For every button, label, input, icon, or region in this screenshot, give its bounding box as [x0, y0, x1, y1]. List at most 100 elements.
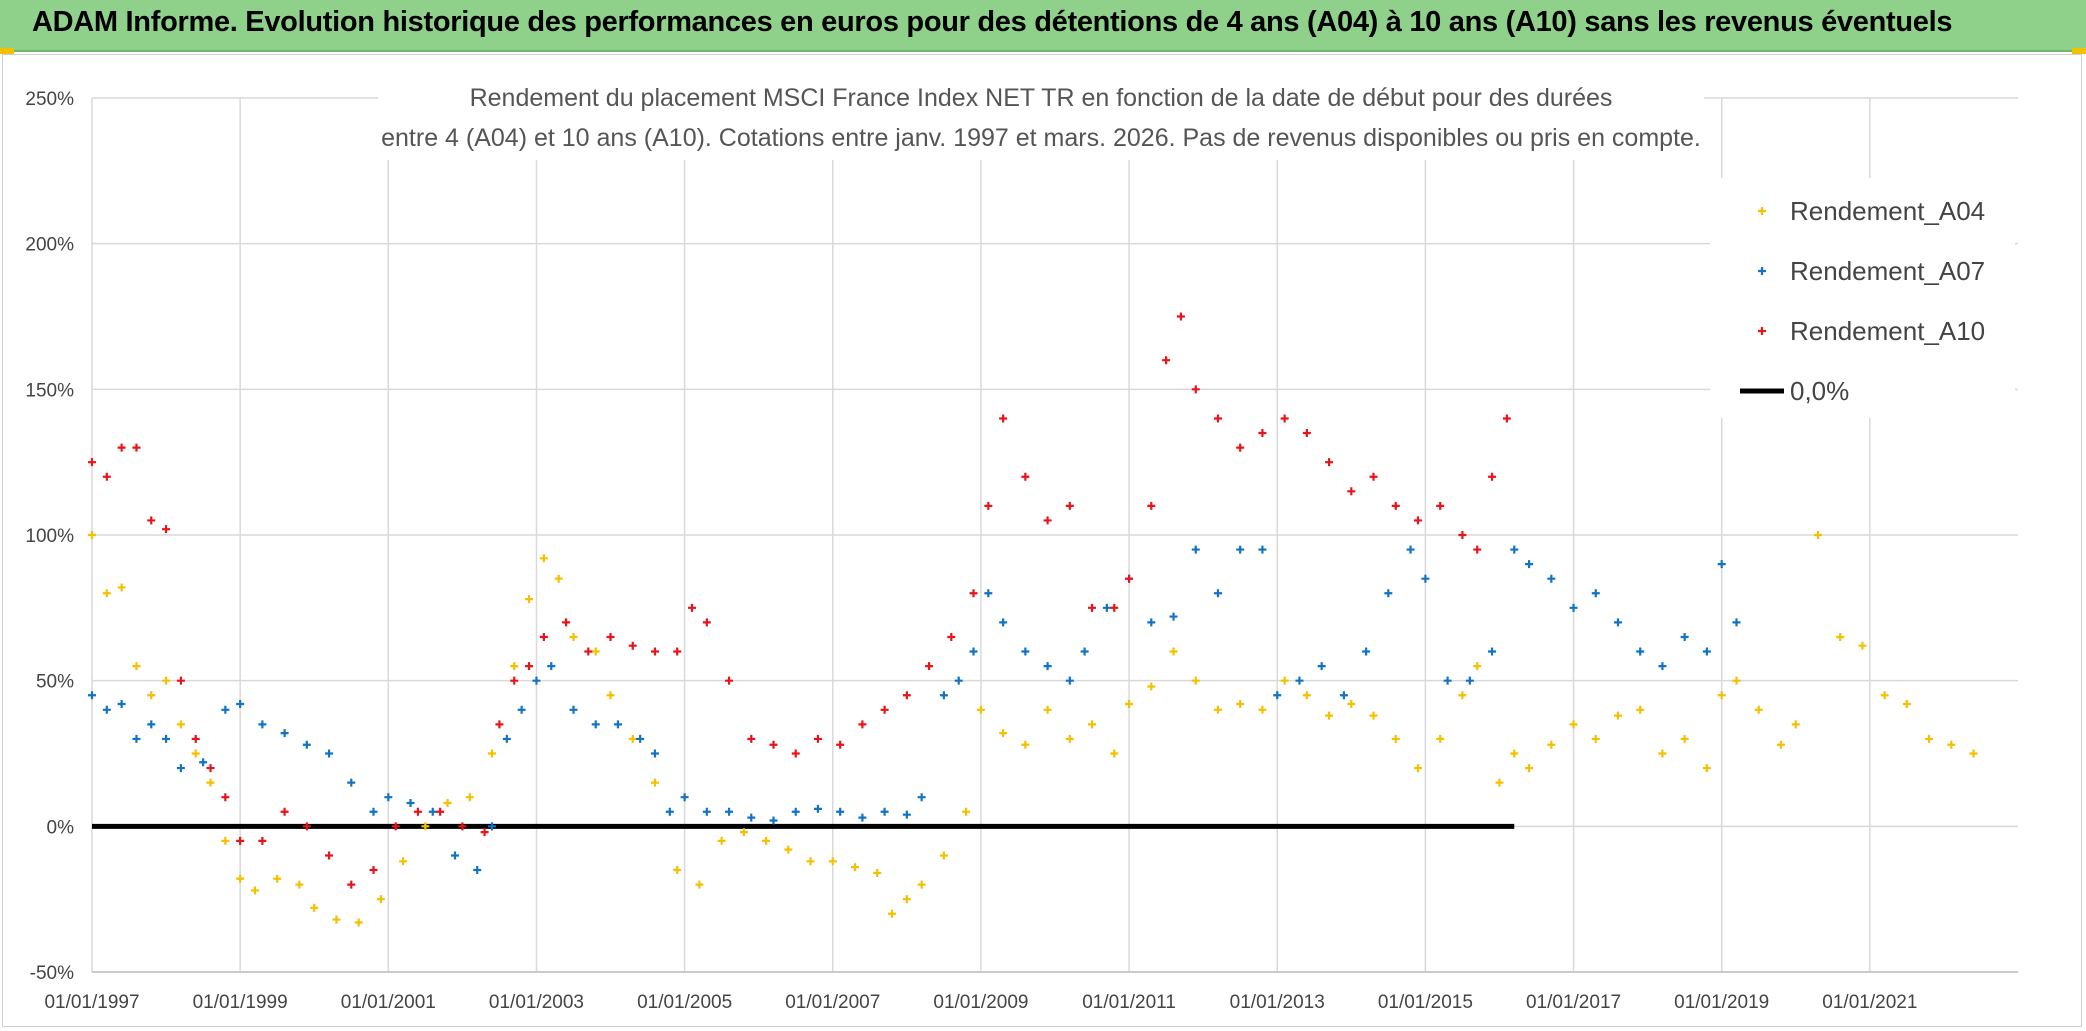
- banner-title: ADAM Informe. Evolution historique des p…: [32, 6, 1953, 38]
- data-point: [1413, 516, 1422, 525]
- data-point: [221, 793, 230, 802]
- data-point: [1088, 720, 1097, 729]
- data-point: [199, 758, 208, 767]
- data-point: [458, 822, 467, 831]
- y-tick-label: 200%: [25, 235, 74, 256]
- data-point: [828, 857, 837, 866]
- series-rendement_a07: [88, 545, 1741, 875]
- data-point: [739, 828, 748, 837]
- data-point: [1258, 545, 1267, 554]
- data-point: [1065, 501, 1074, 510]
- data-point: [836, 740, 845, 749]
- data-point: [132, 734, 141, 743]
- y-tick-label: 0%: [47, 817, 75, 838]
- data-point: [665, 807, 674, 816]
- data-point: [606, 632, 615, 641]
- data-point: [1421, 574, 1430, 583]
- y-tick-label: 50%: [36, 672, 74, 693]
- data-point: [858, 813, 867, 822]
- x-tick-label: 01/01/2007: [785, 992, 880, 1013]
- data-point: [1776, 740, 1785, 749]
- data-point: [1858, 641, 1867, 650]
- data-point: [1391, 734, 1400, 743]
- data-point: [1458, 691, 1467, 700]
- data-point: [1043, 516, 1052, 525]
- data-point: [1213, 414, 1222, 423]
- data-point: [836, 807, 845, 816]
- data-point: [102, 589, 111, 598]
- y-tick-label: 150%: [25, 380, 74, 401]
- data-point: [258, 836, 267, 845]
- data-point: [1273, 691, 1282, 700]
- data-point: [725, 676, 734, 685]
- data-point: [939, 851, 948, 860]
- data-point: [176, 676, 185, 685]
- legend-background: [1710, 178, 2015, 418]
- data-point: [510, 662, 519, 671]
- data-point: [325, 851, 334, 860]
- data-point: [1591, 589, 1600, 598]
- data-point: [1702, 647, 1711, 656]
- data-point: [132, 662, 141, 671]
- data-point: [1080, 647, 1089, 656]
- data-point: [347, 778, 356, 787]
- data-point: [1236, 545, 1245, 554]
- data-point: [591, 647, 600, 656]
- data-point: [1436, 734, 1445, 743]
- data-point: [102, 705, 111, 714]
- data-point: [1902, 699, 1911, 708]
- data-point: [1473, 662, 1482, 671]
- legend-label: Rendement_A10: [1790, 316, 1985, 346]
- chart-title-line2: entre 4 (A04) et 10 ans (A10). Cotations…: [381, 124, 1701, 152]
- data-point: [1236, 699, 1245, 708]
- x-tick-label: 01/01/2017: [1526, 992, 1621, 1013]
- data-point: [102, 472, 111, 481]
- data-point: [1043, 662, 1052, 671]
- data-point: [1325, 711, 1334, 720]
- data-point: [673, 647, 682, 656]
- data-point: [1325, 458, 1334, 467]
- data-point: [206, 778, 215, 787]
- gridlines: [91, 97, 2018, 973]
- data-point: [1191, 676, 1200, 685]
- data-point: [250, 886, 259, 895]
- data-point: [450, 851, 459, 860]
- data-point: [258, 720, 267, 729]
- data-point: [1510, 749, 1519, 758]
- data-point: [132, 443, 141, 452]
- data-point: [1021, 472, 1030, 481]
- data-point: [465, 793, 474, 802]
- data-point: [1369, 711, 1378, 720]
- data-point: [1510, 545, 1519, 554]
- data-point: [488, 822, 497, 831]
- data-point: [650, 778, 659, 787]
- data-point: [999, 729, 1008, 738]
- data-point: [873, 868, 882, 877]
- data-point: [1436, 501, 1445, 510]
- data-point: [1406, 545, 1415, 554]
- data-point: [176, 764, 185, 773]
- data-point: [369, 807, 378, 816]
- data-point: [517, 705, 526, 714]
- data-point: [502, 734, 511, 743]
- data-point: [428, 807, 437, 816]
- data-point: [769, 816, 778, 825]
- data-point: [1413, 764, 1422, 773]
- data-point: [947, 632, 956, 641]
- x-tick-label: 01/01/2021: [1822, 992, 1917, 1013]
- data-point: [525, 662, 534, 671]
- series-rendement_a04: [88, 531, 1978, 927]
- data-point: [473, 866, 482, 875]
- data-point: [1836, 632, 1845, 641]
- data-point: [1236, 443, 1245, 452]
- data-point: [702, 807, 711, 816]
- data-point: [1362, 647, 1371, 656]
- data-point: [1702, 764, 1711, 773]
- data-point: [1110, 749, 1119, 758]
- data-point: [806, 857, 815, 866]
- data-point: [1347, 699, 1356, 708]
- data-point: [191, 734, 200, 743]
- data-point: [147, 516, 156, 525]
- data-point: [688, 603, 697, 612]
- data-point: [1125, 574, 1134, 583]
